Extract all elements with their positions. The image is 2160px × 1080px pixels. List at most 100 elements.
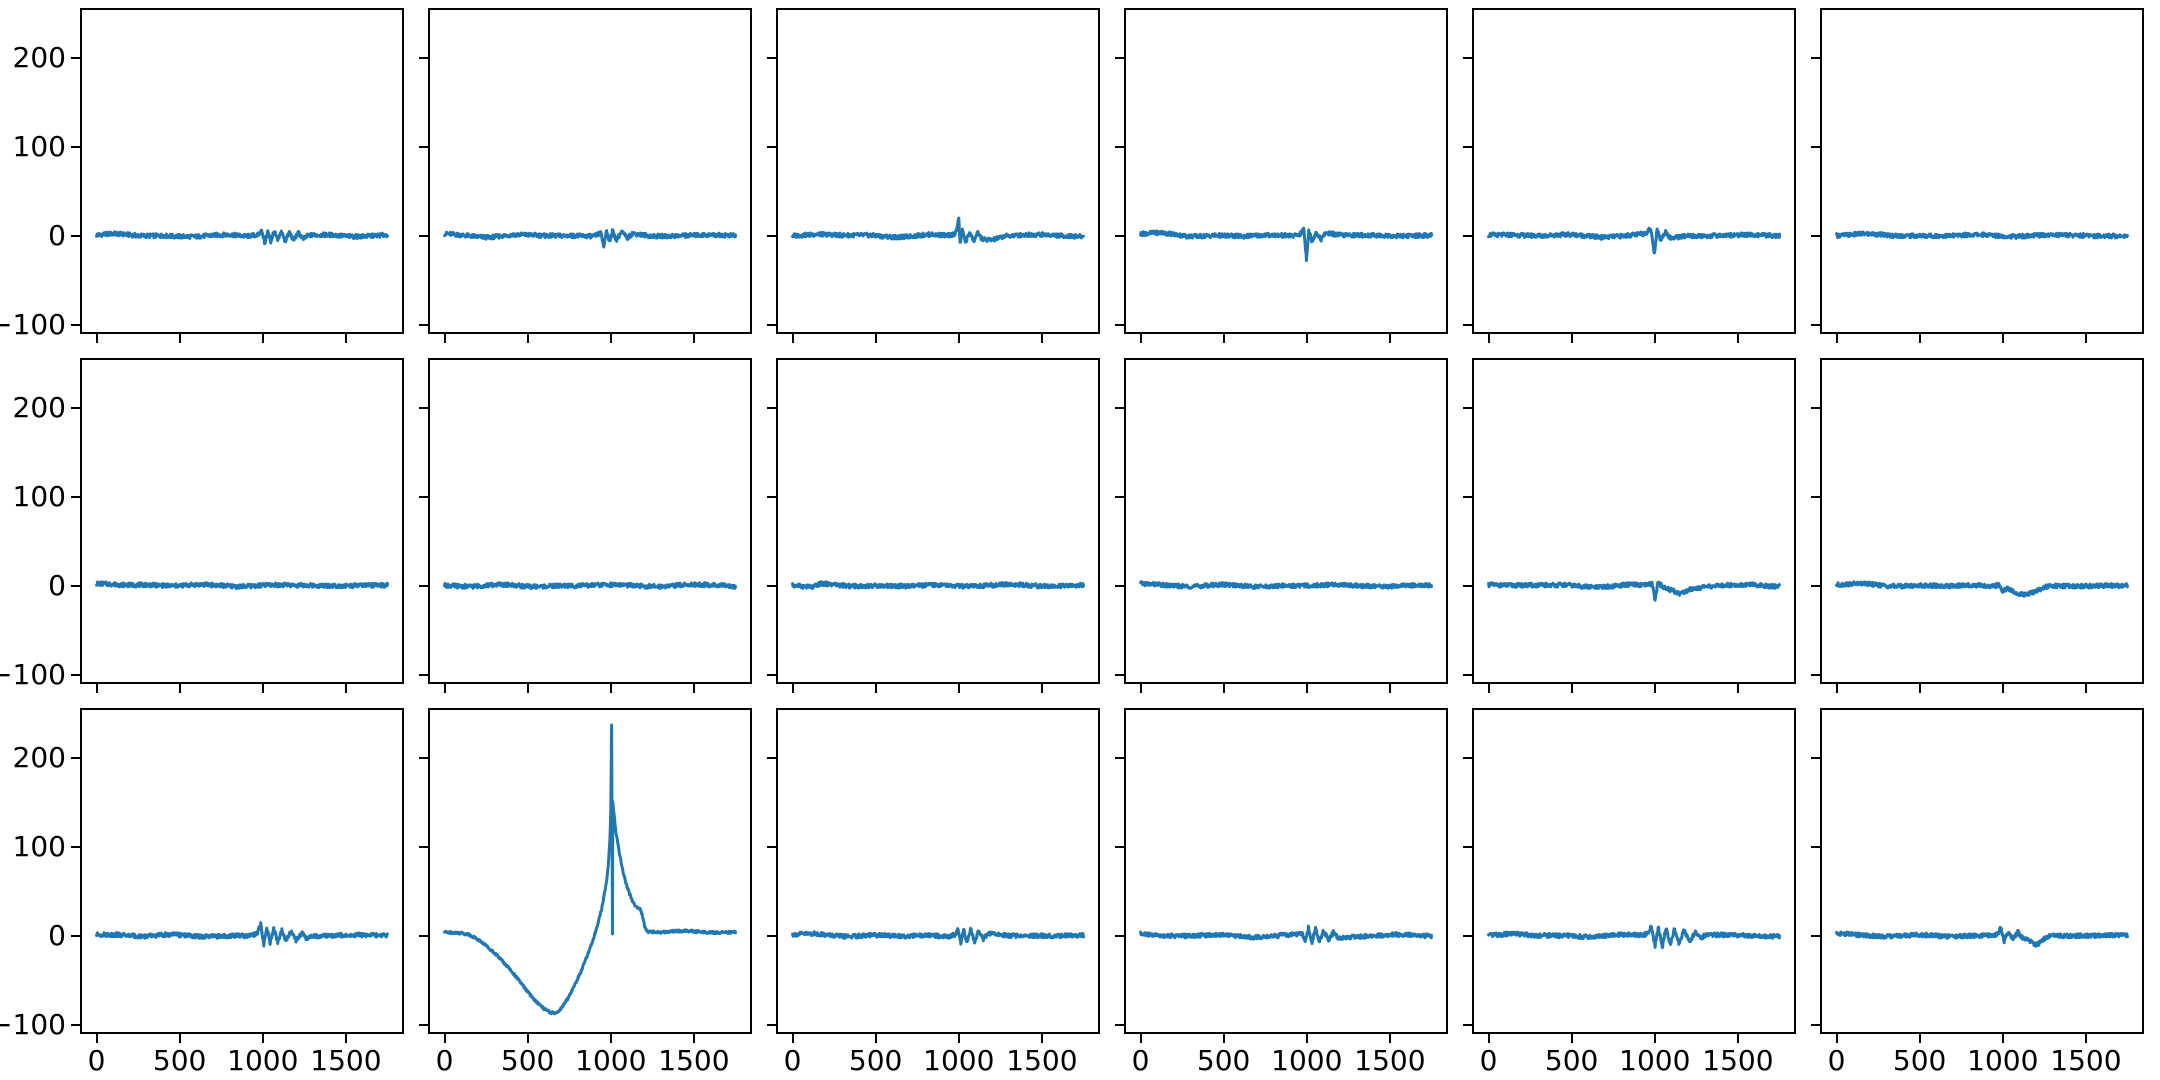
y-tick-mark	[1115, 584, 1124, 587]
plot-area	[1822, 10, 2142, 332]
x-tick-mark	[2084, 1034, 2087, 1043]
plot-area	[82, 710, 402, 1032]
x-tick-mark	[443, 684, 446, 693]
series-line	[1489, 582, 1780, 600]
x-tick-mark	[791, 684, 794, 693]
y-tick-mark	[419, 323, 428, 326]
x-tick-mark	[178, 684, 181, 693]
series-line	[97, 582, 388, 589]
y-tick-mark	[419, 57, 428, 60]
x-tick-label: 0	[1479, 1044, 1498, 1077]
x-tick-mark	[526, 1034, 529, 1043]
plot-area	[430, 360, 750, 682]
x-tick-mark	[1653, 684, 1656, 693]
x-tick-mark	[1139, 684, 1142, 693]
x-tick-label: 1000	[1619, 1044, 1691, 1077]
y-tick-mark	[71, 673, 80, 676]
series-line	[1837, 232, 2128, 238]
subplot-r3c2: 0 500 1000 1500	[419, 708, 752, 1075]
y-tick-mark	[1811, 845, 1820, 848]
x-tick-mark	[874, 334, 877, 343]
subplot-r1c2	[419, 8, 752, 343]
y-tick-mark	[1463, 757, 1472, 760]
subplot-r2c2	[419, 358, 752, 693]
x-tick-label: 1000	[227, 1044, 299, 1077]
y-tick-mark	[1811, 323, 1820, 326]
y-tick-mark	[419, 495, 428, 498]
x-tick-mark	[1918, 334, 1921, 343]
series-line	[97, 230, 388, 244]
y-tick-label: −100	[0, 1007, 66, 1041]
x-tick-mark	[261, 1034, 264, 1043]
x-tick-mark	[1653, 1034, 1656, 1043]
y-tick-mark	[767, 1023, 776, 1026]
x-tick-mark	[261, 684, 264, 693]
x-tick-mark	[1487, 1034, 1490, 1043]
x-tick-mark	[344, 334, 347, 343]
subplot-r3c4: 0 500 1000 1500	[1115, 708, 1448, 1075]
series-line	[1489, 228, 1780, 253]
y-tick-mark	[1811, 1023, 1820, 1026]
y-tick-mark	[1811, 934, 1820, 937]
y-tick-mark	[1811, 495, 1820, 498]
x-tick-mark	[692, 1034, 695, 1043]
y-tick-mark	[767, 145, 776, 148]
y-tick-mark	[767, 495, 776, 498]
plot-area	[1822, 710, 2142, 1032]
series-line	[1489, 926, 1780, 947]
x-tick-label: 1500	[2050, 1044, 2122, 1077]
y-tick-mark	[1463, 495, 1472, 498]
x-tick-mark	[957, 334, 960, 343]
series-line	[445, 230, 736, 247]
y-tick-mark	[419, 584, 428, 587]
y-tick-mark	[767, 673, 776, 676]
x-tick-mark	[1653, 334, 1656, 343]
x-tick-mark	[2084, 334, 2087, 343]
y-tick-mark	[767, 57, 776, 60]
y-tick-mark	[1463, 57, 1472, 60]
y-tick-mark	[1463, 1023, 1472, 1026]
y-tick-mark	[767, 407, 776, 410]
y-tick-mark	[767, 845, 776, 848]
series-line	[1141, 228, 1432, 260]
x-tick-mark	[1570, 1034, 1573, 1043]
x-tick-label: 500	[1196, 1044, 1251, 1077]
plot-area	[1126, 10, 1446, 332]
y-tick-mark	[71, 145, 80, 148]
subplot-r3c3: 0 500 1000 1500	[767, 708, 1100, 1075]
x-tick-mark	[1487, 334, 1490, 343]
x-tick-label: 1500	[1354, 1044, 1426, 1077]
subplot-grid: −100 0 100 200 −100 0 100 200 0 500 1000 1500 −100 0 1…	[0, 8, 2144, 1075]
x-tick-mark	[443, 1034, 446, 1043]
x-tick-mark	[874, 1034, 877, 1043]
plot-area	[778, 10, 1098, 332]
subplot-r2c5	[1463, 358, 1796, 693]
y-tick-mark	[419, 234, 428, 237]
y-tick-mark	[419, 934, 428, 937]
x-tick-mark	[95, 1034, 98, 1043]
y-tick-mark	[1115, 1023, 1124, 1026]
y-tick-label: 200	[12, 741, 66, 775]
x-tick-mark	[2084, 684, 2087, 693]
x-tick-mark	[1040, 334, 1043, 343]
x-tick-label: 1500	[1006, 1044, 1078, 1077]
y-tick-label: 200	[12, 41, 66, 75]
plot-area	[1126, 360, 1446, 682]
x-tick-mark	[1222, 1034, 1225, 1043]
x-tick-label: 1500	[1702, 1044, 1774, 1077]
x-tick-mark	[1487, 684, 1490, 693]
plot-area	[1474, 710, 1794, 1032]
y-tick-mark	[71, 934, 80, 937]
subplot-r1c4	[1115, 8, 1448, 343]
x-tick-mark	[1222, 334, 1225, 343]
plot-area	[430, 710, 750, 1032]
y-tick-mark	[71, 234, 80, 237]
x-tick-mark	[1736, 684, 1739, 693]
x-tick-mark	[1388, 684, 1391, 693]
plot-area	[82, 10, 402, 332]
series-line	[1837, 582, 2128, 596]
y-tick-mark	[1811, 57, 1820, 60]
series-line	[793, 582, 1084, 589]
series-line	[793, 928, 1084, 944]
